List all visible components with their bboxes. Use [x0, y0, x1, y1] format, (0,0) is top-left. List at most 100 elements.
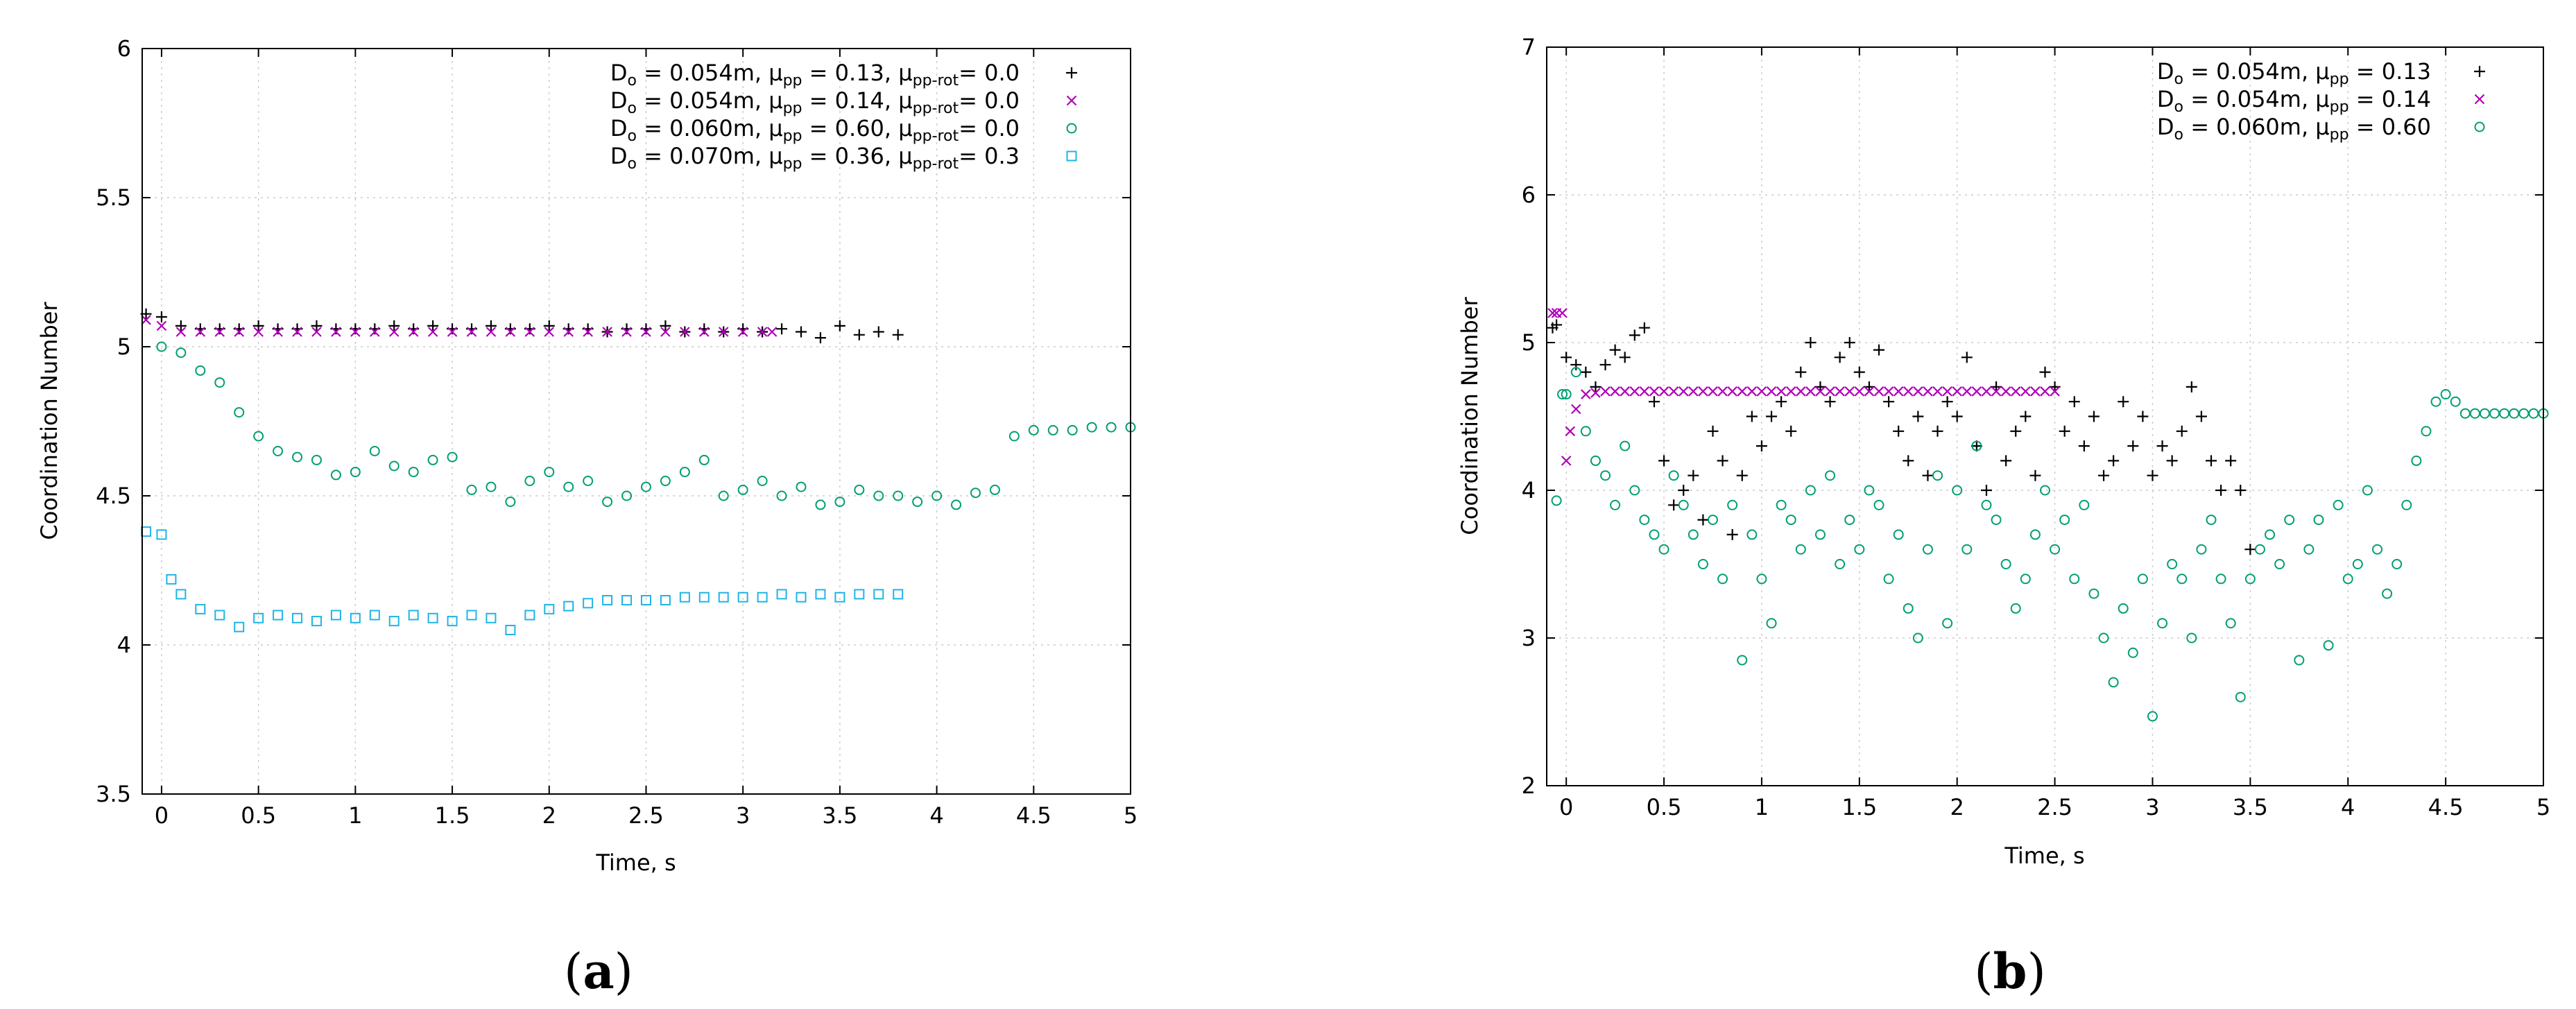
data-point — [1951, 411, 1963, 422]
data-point — [1726, 528, 1738, 540]
data-point — [485, 320, 497, 331]
data-point — [1853, 366, 1865, 378]
data-point — [2040, 485, 2050, 496]
data-point — [1922, 544, 1933, 555]
data-point — [292, 612, 303, 623]
data-point — [563, 481, 574, 492]
plot-frame-a — [141, 48, 1131, 795]
data-point — [1590, 381, 1602, 393]
data-point — [854, 589, 865, 600]
data-point — [544, 603, 555, 614]
data-point — [1971, 440, 1982, 451]
data-point — [1893, 386, 1904, 397]
data-point — [1903, 455, 1914, 467]
data-point — [2167, 559, 2178, 569]
data-point — [2382, 588, 2393, 599]
data-point — [156, 320, 167, 331]
data-point — [166, 574, 177, 585]
data-point — [2323, 640, 2334, 651]
data-point — [1903, 386, 1914, 397]
data-point — [1590, 388, 1601, 398]
ticks-b: 0 0.5 1 1.5 2 2.5 3 3.5 4 4.5 5 2 3 4 5 6 7 — [1522, 34, 2551, 820]
legend-marker — [1066, 67, 1077, 78]
data-point — [2157, 618, 2168, 629]
data-point — [718, 592, 729, 603]
data-point — [1766, 618, 1777, 629]
data-point — [1028, 424, 1039, 435]
data-point — [621, 490, 633, 501]
data-point — [1785, 425, 1797, 437]
data-point — [1952, 485, 1963, 496]
data-point — [408, 327, 419, 337]
data-point — [1912, 632, 1923, 644]
data-point — [641, 327, 651, 337]
data-point — [1688, 386, 1699, 397]
data-point — [2050, 386, 2060, 397]
data-point — [1708, 386, 1718, 397]
data-point — [2411, 455, 2422, 466]
data-point — [2499, 408, 2510, 419]
data-point — [1854, 386, 1865, 397]
data-point — [234, 407, 245, 418]
data-point — [2118, 603, 2129, 614]
data-point — [1106, 422, 1117, 433]
data-point — [311, 454, 322, 465]
data-point — [951, 499, 962, 510]
data-point — [1717, 455, 1728, 467]
y-tick-label: 5 — [1522, 329, 1536, 356]
data-point — [2244, 574, 2256, 585]
x-axis-label-a: Time, s — [595, 850, 676, 876]
data-point — [1805, 386, 1816, 397]
data-point — [447, 327, 458, 337]
data-point — [873, 589, 884, 600]
data-point — [2352, 559, 2363, 569]
data-point — [486, 612, 497, 623]
data-point — [1067, 424, 1078, 435]
data-point — [2225, 618, 2236, 629]
data-point — [1610, 499, 1621, 510]
data-point — [388, 327, 400, 337]
y-tick-label: 7 — [1522, 34, 1536, 60]
series-layer-a — [140, 308, 1136, 635]
panel-label-a-letter: a — [583, 942, 614, 1000]
x-tick-label: 0 — [1559, 794, 1573, 820]
data-point — [524, 610, 535, 621]
data-point — [2215, 485, 2227, 496]
x-tick-label: 4.5 — [2428, 794, 2464, 820]
data-point — [1717, 574, 1728, 585]
data-point — [214, 327, 225, 337]
data-point — [873, 490, 884, 501]
data-point — [2000, 386, 2011, 397]
x-tick-label: 2 — [542, 802, 556, 829]
data-point — [427, 454, 438, 465]
ticks-a: 0 0.5 1 1.5 2 2.5 3 3.5 4 4.5 5 3.5 4 4.5 5 5.5 6 — [96, 35, 1137, 829]
data-point — [766, 327, 778, 337]
data-point — [2459, 408, 2471, 419]
data-point — [330, 610, 341, 621]
legend-marker — [2474, 121, 2485, 132]
data-point — [175, 589, 187, 600]
data-point — [757, 476, 768, 486]
data-point — [1008, 431, 1020, 442]
data-point — [1678, 499, 1689, 510]
data-point — [2244, 544, 2256, 555]
data-point — [1697, 514, 1709, 526]
data-point — [893, 589, 904, 600]
data-point — [796, 592, 807, 603]
data-point — [1708, 515, 1718, 526]
data-point — [1814, 529, 1826, 540]
data-point — [1688, 529, 1699, 540]
y-tick-label: 6 — [1522, 182, 1536, 208]
data-point — [214, 377, 225, 388]
data-point — [447, 451, 458, 463]
data-point — [2010, 425, 2022, 437]
data-point — [1658, 455, 1670, 467]
data-point — [1570, 367, 1581, 378]
data-point — [660, 595, 671, 605]
data-point — [1668, 386, 1679, 397]
data-point — [2029, 529, 2041, 540]
data-point — [141, 315, 151, 325]
data-point — [796, 481, 807, 492]
data-point — [2000, 455, 2012, 467]
data-point — [1551, 495, 1562, 506]
